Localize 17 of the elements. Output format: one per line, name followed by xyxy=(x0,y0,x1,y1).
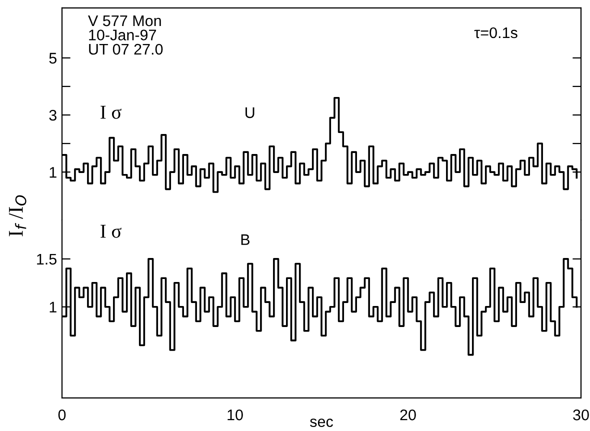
y-tick-label: 3 xyxy=(49,110,56,121)
annotation: V 577 Mon 10-Jan-97 UT 07 27.0 xyxy=(88,16,163,55)
x-tick-label: 0 xyxy=(58,410,66,420)
x-tick-label: 30 xyxy=(573,410,589,420)
x-tick-label: 20 xyxy=(400,410,416,420)
y-tick-label: 1.5 xyxy=(37,254,56,265)
y-tick-label: 5 xyxy=(49,52,56,64)
y-tick-label: 1 xyxy=(50,302,56,312)
y-tick-label: 1 xyxy=(50,167,56,178)
annotation: I σ xyxy=(100,224,122,238)
annotation: B xyxy=(241,234,250,245)
x-tick-label: 10 xyxy=(228,410,243,420)
y-axis-title: I$_{f}$ /I$_{O}$ xyxy=(8,195,26,236)
x-axis-title: sec xyxy=(310,418,333,428)
annotation: U xyxy=(246,107,254,118)
annotation: τ=0.1s xyxy=(474,27,518,38)
annotation: I σ xyxy=(100,106,122,119)
